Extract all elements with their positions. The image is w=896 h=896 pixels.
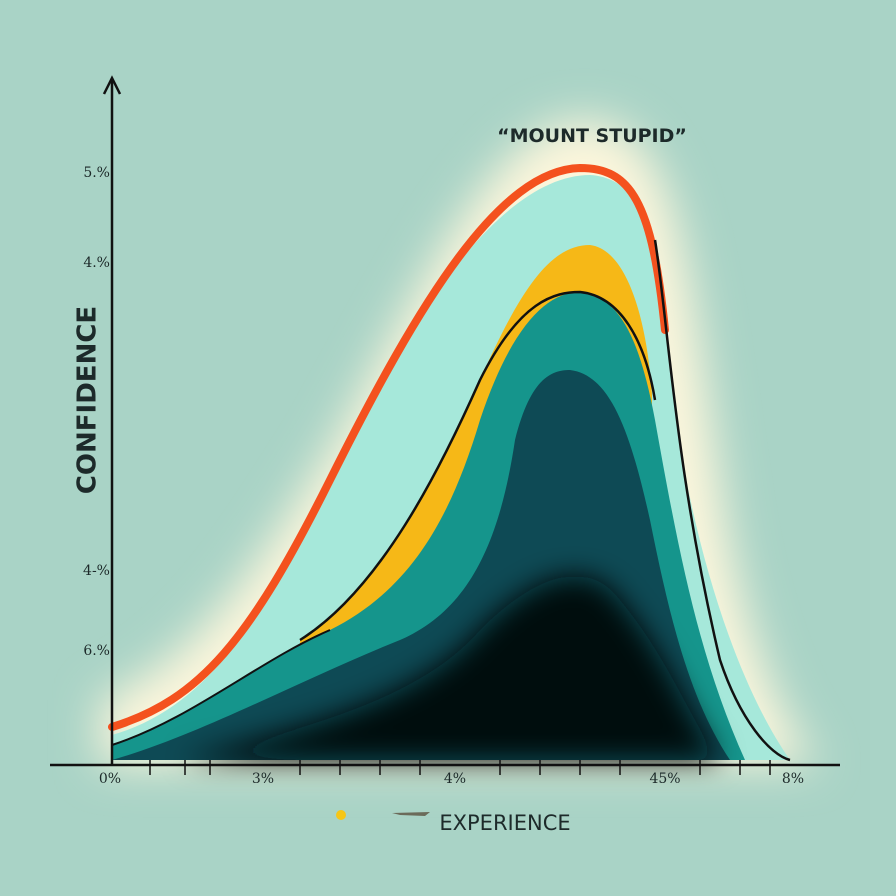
x-tick-label: 3% [252,771,274,787]
x-tick-label: 4% [444,771,466,787]
y-axis-label: CONFIDENCE [73,306,103,494]
y-tick-label: 4.% [83,255,110,271]
y-axis-arrow [102,75,122,95]
x-axis-label: EXPERIENCE [439,811,570,835]
layer-black [180,576,720,760]
annotation: “MOUNT STUPID” [497,125,687,147]
outline-teal [299,290,657,642]
legend-dot [336,810,346,820]
x-axis-ticks [149,760,771,775]
y-tick-label: 5.% [83,165,110,181]
outline-base [111,629,331,746]
x-tick-label: 8% [782,771,804,787]
legend-smudge [392,812,430,816]
y-tick-label: 6.% [83,643,110,659]
x-tick-label: 0% [99,771,121,787]
outline-right [653,239,791,762]
outline-orange [108,163,669,731]
y-tick-label: 4-% [83,563,110,579]
x-tick-label: 45% [649,771,680,787]
